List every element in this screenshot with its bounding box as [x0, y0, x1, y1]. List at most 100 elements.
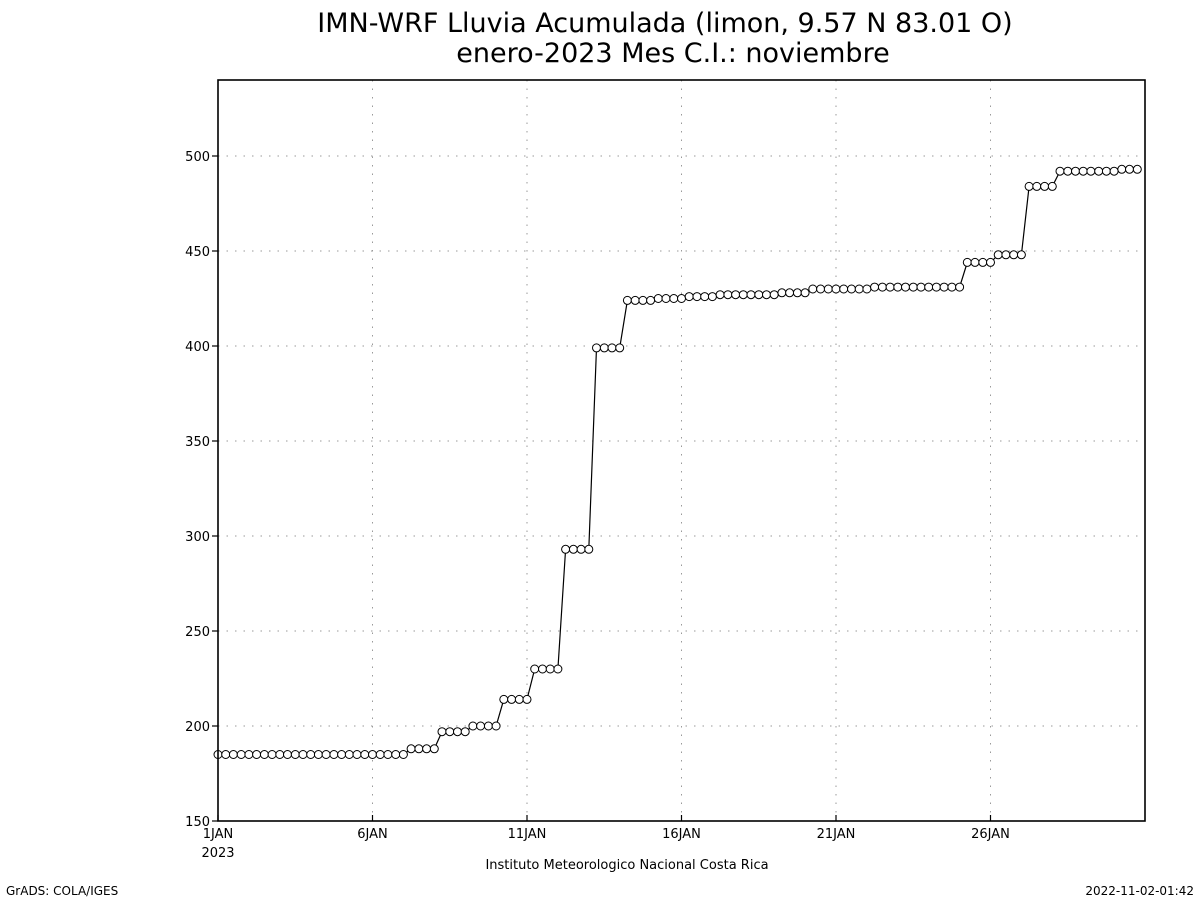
- data-point: [1016, 250, 1026, 260]
- data-point: [1117, 164, 1127, 174]
- data-point: [707, 292, 717, 302]
- footer-timestamp: 2022-11-02-01:42: [1085, 884, 1194, 898]
- x-tick-label: 11JAN: [508, 827, 547, 842]
- data-point: [445, 727, 455, 737]
- data-point: [669, 294, 679, 303]
- data-point: [646, 295, 656, 305]
- data-point: [947, 282, 957, 292]
- data-point: [422, 744, 432, 754]
- data-point: [808, 284, 818, 294]
- data-point: [1109, 166, 1119, 176]
- data-point: [483, 721, 493, 731]
- data-point: [530, 664, 540, 674]
- data-point: [545, 664, 555, 674]
- data-point: [839, 284, 849, 294]
- footer-credit: GrADS: COLA/IGES: [6, 884, 118, 898]
- data-point: [700, 292, 710, 302]
- data-point: [584, 544, 594, 554]
- data-point: [777, 288, 787, 298]
- chart-subtitle: enero-2023 Mes C.I.: noviembre: [456, 38, 889, 69]
- y-tick-label: 150: [185, 815, 210, 830]
- data-point: [568, 544, 578, 554]
- y-tick-label: 500: [185, 150, 210, 165]
- data-point: [769, 290, 779, 300]
- x-tick-label: 6JAN: [357, 827, 388, 842]
- data-point: [476, 721, 486, 731]
- data-point: [1078, 166, 1088, 176]
- data-point: [1086, 166, 1096, 176]
- data-point: [592, 343, 601, 353]
- data-point: [692, 292, 702, 302]
- data-point: [877, 282, 887, 292]
- data-point: [368, 750, 377, 759]
- data-point: [344, 750, 354, 759]
- data-point: [823, 284, 833, 294]
- x-tick-label: 1JAN: [203, 827, 234, 842]
- data-point: [290, 750, 300, 759]
- data-point: [329, 750, 339, 759]
- data-point: [306, 750, 316, 759]
- data-point: [715, 290, 725, 300]
- data-point: [460, 727, 470, 737]
- data-point: [939, 282, 949, 292]
- data-point: [831, 284, 841, 294]
- data-point: [993, 250, 1003, 260]
- x-tick-label: 26JAN: [971, 827, 1010, 842]
- data-point: [1040, 181, 1050, 191]
- x-axis-ticks: 1JAN 2023 6JAN 11JAN 16JAN 21JAN 26JAN: [201, 815, 1010, 861]
- y-tick-label: 200: [185, 720, 210, 735]
- data-point: [1125, 164, 1134, 174]
- data-point: [970, 257, 980, 267]
- data-point: [383, 750, 393, 759]
- data-point: [360, 750, 370, 759]
- data-point: [754, 290, 764, 300]
- data-point: [1063, 166, 1073, 176]
- data-point: [893, 282, 903, 292]
- data-point: [221, 750, 231, 759]
- data-point: [901, 282, 910, 292]
- data-point: [391, 750, 401, 759]
- data-point: [406, 744, 416, 754]
- data-point: [453, 727, 462, 737]
- y-tick-label: 450: [185, 245, 210, 260]
- data-point: [1055, 166, 1065, 176]
- y-tick-label: 350: [185, 435, 210, 450]
- data-point: [414, 744, 424, 754]
- data-point: [615, 343, 625, 353]
- data-point: [908, 282, 918, 292]
- data-point: [638, 295, 648, 305]
- data-point: [885, 282, 895, 292]
- data-point: [352, 750, 362, 759]
- data-point: [313, 750, 323, 759]
- data-point: [847, 284, 856, 294]
- data-point: [244, 750, 254, 759]
- data-point: [275, 750, 285, 759]
- data-point: [731, 290, 741, 300]
- data-point: [267, 750, 277, 759]
- data-point: [677, 294, 686, 303]
- data-point: [785, 288, 795, 298]
- data-point: [653, 294, 663, 303]
- y-tick-label: 300: [185, 530, 210, 545]
- data-point: [723, 290, 733, 300]
- data-point: [1094, 166, 1104, 176]
- data-point: [507, 694, 517, 704]
- data-point: [375, 750, 385, 759]
- data-point: [468, 721, 478, 731]
- data-point: [1009, 250, 1019, 260]
- data-point: [816, 284, 826, 294]
- data-point: [762, 290, 771, 300]
- data-point: [337, 750, 347, 759]
- data-point: [607, 343, 617, 353]
- data-point: [978, 257, 988, 267]
- data-point: [321, 750, 331, 759]
- x-tick-label: 21JAN: [817, 827, 856, 842]
- data-point: [924, 282, 934, 292]
- chart-title: IMN-WRF Lluvia Acumulada (limon, 9.57 N …: [317, 8, 1012, 39]
- data-point: [1001, 250, 1011, 260]
- data-point: [746, 290, 756, 300]
- data-point: [236, 750, 246, 759]
- data-point: [622, 295, 632, 305]
- data-point: [228, 750, 238, 759]
